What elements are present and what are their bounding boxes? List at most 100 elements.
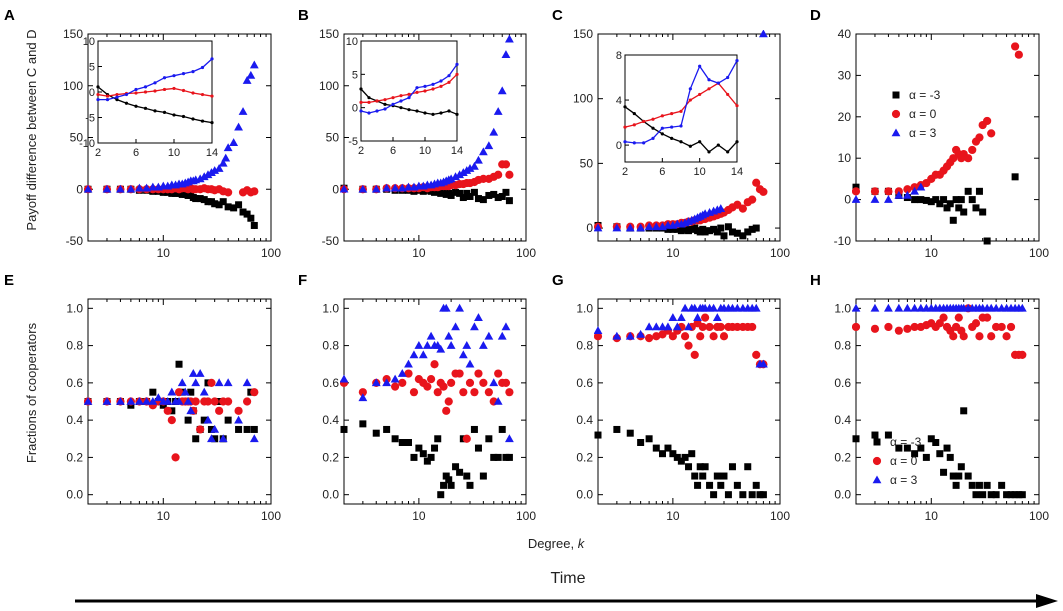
legend-label: α = 0 bbox=[890, 454, 918, 468]
inset-point bbox=[707, 78, 711, 82]
point-square bbox=[419, 187, 427, 195]
point-square bbox=[1018, 491, 1026, 499]
inset-point bbox=[660, 132, 664, 136]
point-triangle bbox=[446, 174, 456, 183]
legend-marker-circle bbox=[872, 456, 882, 466]
inset-x-tick-label: 14 bbox=[731, 166, 743, 178]
point-circle bbox=[444, 397, 453, 406]
inset-point bbox=[623, 140, 627, 144]
point-square bbox=[485, 191, 493, 199]
point-triangle bbox=[712, 313, 722, 321]
panel-g: G 0.0 0.2 0.4 0.6 0.8 1.0 10 100 bbox=[552, 272, 790, 523]
point-square bbox=[391, 435, 399, 443]
legend-label: α = -3 bbox=[890, 435, 922, 449]
point-circle bbox=[709, 332, 718, 341]
y-tick-label: 0.6 bbox=[576, 376, 593, 390]
point-circle bbox=[207, 378, 216, 387]
inset-point bbox=[407, 108, 411, 112]
inset-y-tick-label: 10 bbox=[346, 36, 358, 48]
point-triangle bbox=[203, 170, 213, 179]
point-circle bbox=[652, 332, 661, 341]
point-square bbox=[701, 228, 709, 236]
x-tick-label: 10 bbox=[925, 509, 939, 523]
point-square bbox=[404, 439, 412, 446]
inset-point bbox=[447, 80, 451, 84]
y-tick-label: 10 bbox=[838, 151, 852, 165]
inset-point bbox=[716, 81, 720, 85]
point-circle bbox=[852, 187, 861, 196]
inset-point bbox=[181, 72, 186, 76]
point-square bbox=[224, 203, 232, 211]
point-square bbox=[903, 444, 911, 452]
point-square bbox=[733, 481, 741, 489]
point-square bbox=[960, 407, 968, 415]
point-circle bbox=[1014, 50, 1023, 59]
inset-point bbox=[359, 100, 363, 104]
point-square bbox=[431, 444, 439, 452]
point-triangle bbox=[153, 393, 163, 402]
point-square bbox=[949, 472, 957, 480]
point-triangle bbox=[684, 322, 693, 331]
legend: α = -3 α = 0 α = 3 bbox=[891, 88, 941, 140]
y-tick-label: 0.2 bbox=[322, 450, 339, 464]
point-circle bbox=[191, 397, 200, 406]
point-square bbox=[243, 210, 251, 218]
point-circle bbox=[690, 350, 699, 360]
point-square bbox=[744, 228, 752, 236]
point-circle bbox=[433, 388, 442, 397]
point-triangle bbox=[203, 415, 213, 424]
inset-point bbox=[679, 109, 683, 113]
legend-label: α = 0 bbox=[909, 107, 937, 121]
point-circle bbox=[852, 322, 861, 332]
point-circle bbox=[748, 195, 757, 204]
point-square bbox=[447, 481, 455, 489]
point-triangle bbox=[916, 182, 926, 191]
point-square bbox=[459, 194, 467, 202]
inset-point bbox=[642, 141, 646, 145]
point-triangle bbox=[249, 434, 259, 443]
panel-label: C bbox=[552, 7, 563, 24]
point-triangle bbox=[116, 184, 125, 193]
point-square bbox=[720, 232, 728, 240]
point-square bbox=[955, 204, 963, 212]
y-tick-label: 0.0 bbox=[576, 488, 593, 502]
point-triangle bbox=[142, 183, 152, 192]
point-triangle bbox=[242, 76, 252, 84]
legend-marker-triangle bbox=[872, 475, 882, 484]
series-square bbox=[852, 173, 1019, 245]
y-tick-label: 1.0 bbox=[834, 301, 851, 315]
time-label: Time bbox=[551, 570, 586, 587]
point-square bbox=[728, 228, 736, 236]
x-tick-label: 10 bbox=[666, 246, 680, 260]
point-triangle bbox=[167, 387, 177, 396]
point-square bbox=[957, 196, 965, 204]
point-triangle bbox=[870, 195, 880, 203]
inset-y-tick-label: 10 bbox=[83, 36, 95, 48]
inset: 0 4 8 2 6 10 14 bbox=[616, 50, 743, 178]
point-triangle bbox=[458, 350, 468, 359]
point-square bbox=[713, 472, 721, 480]
point-square bbox=[884, 431, 892, 439]
point-triangle bbox=[186, 406, 196, 415]
point-triangle bbox=[884, 195, 893, 203]
point-square bbox=[983, 237, 991, 245]
inset-point bbox=[660, 114, 664, 118]
point-square bbox=[964, 187, 972, 195]
point-circle bbox=[903, 185, 912, 194]
point-triangle bbox=[504, 34, 514, 43]
point-square bbox=[739, 232, 747, 240]
point-circle bbox=[748, 322, 757, 332]
point-triangle bbox=[234, 122, 243, 131]
point-circle bbox=[171, 453, 180, 462]
y-tick-label: -50 bbox=[322, 234, 340, 248]
point-square bbox=[710, 225, 718, 233]
point-triangle bbox=[501, 322, 511, 331]
point-triangle bbox=[242, 378, 252, 387]
point-circle bbox=[680, 332, 690, 341]
point-square bbox=[696, 463, 704, 471]
inset-point bbox=[716, 143, 720, 147]
point-square bbox=[852, 183, 860, 191]
point-square bbox=[752, 481, 760, 489]
panel-frame bbox=[343, 298, 527, 505]
point-triangle bbox=[249, 60, 259, 69]
